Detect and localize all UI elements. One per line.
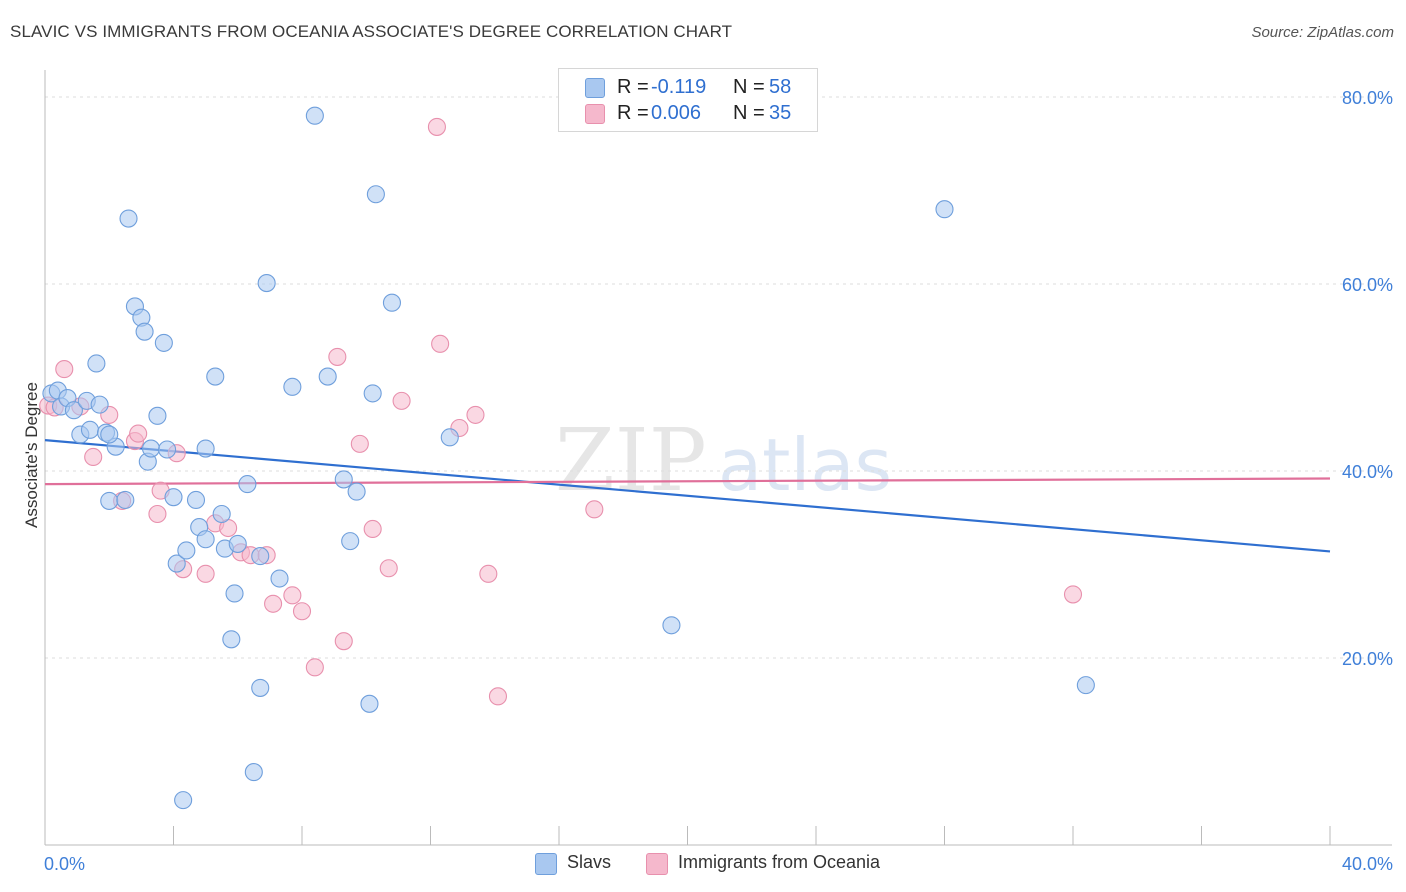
legend-n-label: N = [733,76,765,98]
data-point [305,106,324,125]
data-point [238,475,257,494]
data-point [148,504,167,524]
legend-swatch-oceania [585,104,605,124]
data-point [257,274,276,293]
watermark: ZIP atlas [555,411,892,511]
data-point [154,333,173,352]
data-point [334,470,353,489]
y-tick-label: 60.0% [1342,275,1393,295]
data-point [479,564,498,583]
data-point [366,185,385,204]
legend-n-value: 35 [769,102,792,124]
data-point [334,632,353,651]
data-point [318,367,337,386]
data-point [228,534,247,553]
data-point [148,406,167,425]
data-point [177,541,196,560]
data-point [382,293,402,312]
chart-title: SLAVIC VS IMMIGRANTS FROM OCEANIA ASSOCI… [10,22,733,41]
series-label-slavs: Slavs [567,852,612,872]
y-tick-label: 20.0% [1342,649,1393,669]
data-point [350,434,369,453]
x-tick-label: 0.0% [44,854,85,874]
data-point [244,763,263,782]
data-point [100,491,119,510]
data-point [392,391,411,410]
data-point [1063,585,1083,604]
data-point [251,547,270,566]
data-point [427,117,446,136]
stats-legend: R = -0.119 N = 58 R = 0.006 N = 35 [558,68,818,132]
data-point [1076,676,1095,695]
data-point [935,200,954,219]
data-point [196,439,215,458]
data-point [341,532,360,551]
data-point [87,354,106,373]
data-point [270,569,289,588]
y-tick-label: 40.0% [1342,462,1393,482]
data-point [379,559,398,578]
data-point [328,347,347,366]
legend-r-label: R = [617,76,649,98]
source-label: Source: ZipAtlas.com [1251,24,1394,41]
data-point [158,440,177,459]
data-point [186,490,206,510]
data-point [206,367,225,386]
data-point [431,334,450,353]
data-point [164,488,183,507]
watermark-atlas: atlas [718,423,892,507]
trend-line [44,477,1331,486]
data-point [196,530,215,549]
data-point [283,586,302,605]
data-point [119,209,138,228]
series-swatch-slavs [535,853,557,875]
data-point [360,694,379,713]
data-point [662,616,681,635]
data-point [167,554,186,573]
data-point [440,428,459,447]
legend-r-value: 0.006 [651,102,702,124]
data-point [84,447,103,467]
data-point [585,500,604,519]
data-point [292,602,312,621]
data-point [141,439,161,458]
data-point [283,377,302,396]
legend-r-label: R = [617,102,649,124]
trend-line [44,439,1331,553]
x-tick-label: 40.0% [1342,854,1393,874]
legend-r-value: -0.119 [651,76,707,98]
data-point [116,490,135,510]
data-point [129,424,148,443]
data-point [466,405,485,424]
data-point [363,519,382,539]
data-point [264,594,283,613]
data-point [135,322,154,341]
data-point [251,678,270,697]
data-point [488,687,508,706]
data-point [212,504,231,524]
y-tick-label: 80.0% [1342,88,1393,108]
legend-swatch-slavs [585,78,605,98]
data-point [174,791,193,810]
data-point [90,395,109,414]
data-point [347,482,366,501]
data-point [100,425,119,444]
data-point [80,420,100,439]
data-point [64,401,83,420]
data-point [196,564,215,583]
data-point [222,630,241,649]
series-label-oceania: Immigrants from Oceania [678,852,881,872]
series-swatch-oceania [646,853,668,875]
legend-n-label: N = [733,102,765,124]
data-point [363,384,382,403]
legend-n-value: 58 [769,76,792,98]
data-point [225,584,244,603]
data-point [305,658,324,677]
data-point [55,360,74,379]
